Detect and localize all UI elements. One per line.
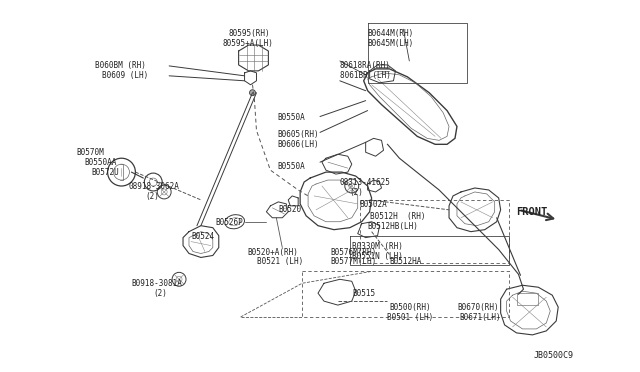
Text: B0670(RH): B0670(RH)	[457, 303, 499, 312]
Text: JB0500C9: JB0500C9	[533, 351, 573, 360]
Text: (2): (2)	[145, 192, 159, 201]
Text: 08918-3062A: 08918-3062A	[129, 182, 179, 191]
Text: B0609 (LH): B0609 (LH)	[102, 71, 148, 80]
Text: B0526P: B0526P	[216, 218, 244, 227]
Text: B0645M(LH): B0645M(LH)	[367, 39, 414, 48]
Text: (2): (2)	[153, 289, 167, 298]
Text: 80595+A(LH): 80595+A(LH)	[223, 39, 274, 48]
Text: B0606(LH): B0606(LH)	[277, 140, 319, 149]
Text: B0918-3081A: B0918-3081A	[131, 279, 182, 288]
Text: B0515: B0515	[353, 289, 376, 298]
Text: B060BM (RH): B060BM (RH)	[95, 61, 145, 70]
Text: B0512HB(LH): B0512HB(LH)	[367, 222, 419, 231]
Text: B0512HA: B0512HA	[390, 257, 422, 266]
Text: B0572U: B0572U	[92, 168, 120, 177]
Text: B0550A: B0550A	[277, 113, 305, 122]
Text: (2): (2)	[350, 188, 364, 197]
Text: B0500(RH): B0500(RH)	[390, 303, 431, 312]
Text: B0501 (LH): B0501 (LH)	[387, 313, 434, 322]
Text: B0520: B0520	[278, 205, 301, 214]
Circle shape	[250, 90, 255, 96]
Text: B0605(RH): B0605(RH)	[277, 131, 319, 140]
Text: 80595(RH): 80595(RH)	[228, 29, 270, 38]
Text: B0577M(LH): B0577M(LH)	[330, 257, 376, 266]
Text: B0502A: B0502A	[360, 200, 387, 209]
Text: B0551N (LH): B0551N (LH)	[352, 251, 403, 260]
Text: B0576M(RH): B0576M(RH)	[330, 247, 376, 257]
Text: 8061BR (LH): 8061BR (LH)	[340, 71, 391, 80]
Text: 80618RA(RH): 80618RA(RH)	[340, 61, 391, 70]
Text: B0520+A(RH): B0520+A(RH)	[248, 247, 298, 257]
Text: B0550AA: B0550AA	[84, 158, 117, 167]
Text: B0671(LH): B0671(LH)	[459, 313, 500, 322]
Text: B0550A: B0550A	[277, 162, 305, 171]
Text: B0644M(RH): B0644M(RH)	[367, 29, 414, 38]
Text: B0330M (RH): B0330M (RH)	[352, 241, 403, 251]
Text: FRONT: FRONT	[516, 207, 548, 217]
Text: B0570M: B0570M	[77, 148, 104, 157]
Text: B0521 (LH): B0521 (LH)	[257, 257, 304, 266]
Text: B0512H  (RH): B0512H (RH)	[370, 212, 425, 221]
Text: 08313-41625: 08313-41625	[340, 178, 391, 187]
Text: B0524: B0524	[191, 232, 214, 241]
